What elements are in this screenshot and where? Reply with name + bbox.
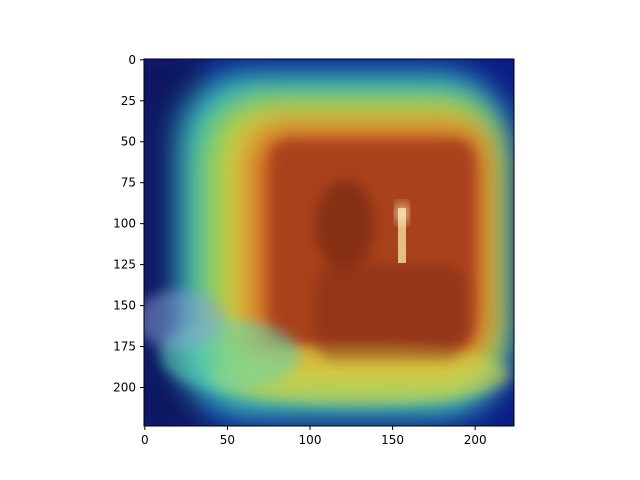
x-tick-label: 0	[141, 433, 149, 447]
x-tick-label: 200	[464, 433, 487, 447]
y-tick-label: 200	[113, 380, 136, 394]
x-tick-label: 50	[220, 433, 235, 447]
y-tick-label: 25	[121, 94, 136, 108]
y-tick-label: 150	[113, 299, 136, 313]
heatmap-image	[144, 59, 514, 426]
x-tick-label: 150	[381, 433, 404, 447]
axes-frame	[143, 58, 515, 427]
x-tick-label: 100	[299, 433, 322, 447]
y-tick-label: 0	[128, 53, 136, 67]
y-axis-ticks: 0 25 50 75 100 125 150 175 200	[113, 53, 144, 394]
y-tick-label: 125	[113, 258, 136, 272]
y-tick-label: 50	[121, 135, 136, 149]
y-tick-label: 175	[113, 340, 136, 354]
y-tick-label: 100	[113, 217, 136, 231]
x-axis-ticks: 0 50 100 150 200	[141, 426, 487, 447]
y-tick-label: 75	[121, 176, 136, 190]
